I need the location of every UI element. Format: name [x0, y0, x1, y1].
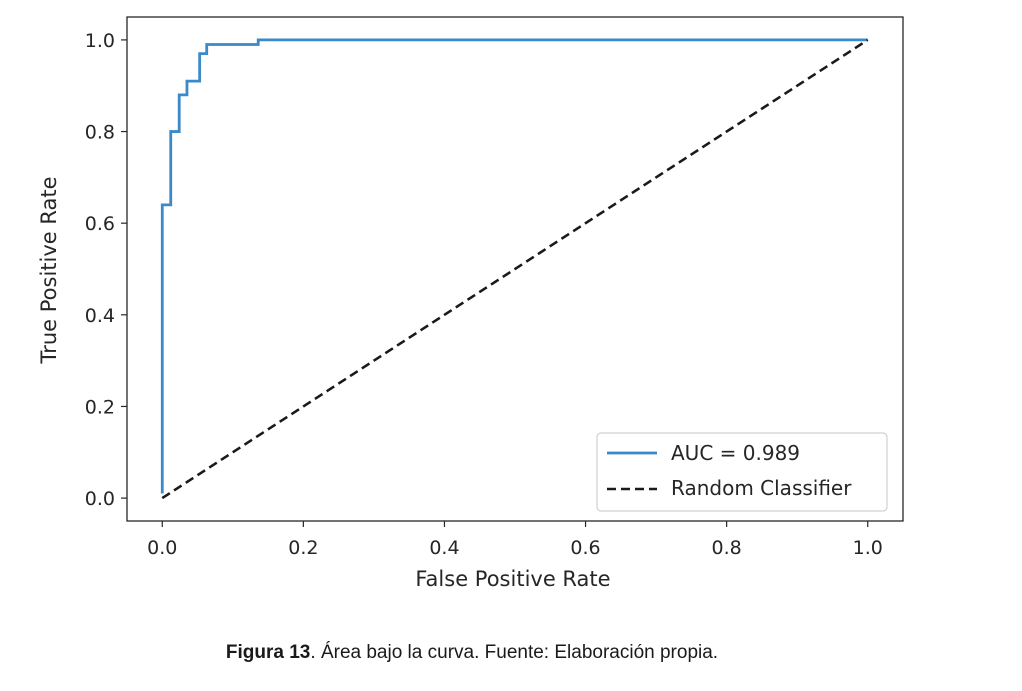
- x-tick-label: 0.8: [712, 537, 742, 559]
- figure-caption: Figura 13. Área bajo la curva. Fuente: E…: [0, 642, 944, 664]
- x-tick-label: 1.0: [853, 537, 883, 559]
- series-line-1: [161, 38, 869, 500]
- x-axis-label: False Positive Rate: [415, 567, 610, 591]
- y-tick-label: 1.0: [85, 30, 115, 52]
- y-tick-label: 0.8: [85, 122, 115, 144]
- y-tick-label: 0.2: [85, 396, 115, 418]
- x-tick-label: 0.2: [288, 537, 318, 559]
- y-tick-label: 0.6: [85, 213, 115, 235]
- x-tick-label: 0.4: [429, 537, 459, 559]
- x-axis: 0.0 0.2 0.4 0.6 0.8 1.0: [147, 521, 883, 559]
- figure-caption-text: . Área bajo la curva. Fuente: Elaboració…: [310, 642, 719, 663]
- roc-chart: 0.0 0.2 0.4 0.6 0.8 1.0 0.0 0.2 0.4 0.6 0.8 1.0 Fa…: [37, 16, 904, 591]
- legend: AUC = 0.989 Random Classifier: [596, 432, 888, 512]
- y-axis-label: True Positive Rate: [37, 176, 61, 364]
- figure-caption-label: Figura 13: [225, 642, 311, 663]
- x-tick-label: 0.0: [147, 537, 177, 559]
- series-line-0: [160, 38, 868, 494]
- y-tick-label: 0.4: [85, 305, 115, 327]
- y-tick-label: 0.0: [85, 488, 115, 510]
- plot-frame: [126, 16, 904, 522]
- series-layer: [160, 38, 869, 500]
- y-axis: 0.0 0.2 0.4 0.6 0.8 1.0: [85, 30, 127, 510]
- legend-label-auc: AUC = 0.989: [671, 441, 800, 465]
- x-tick-label: 0.6: [570, 537, 600, 559]
- legend-box: [596, 432, 888, 512]
- legend-label-random: Random Classifier: [671, 476, 852, 500]
